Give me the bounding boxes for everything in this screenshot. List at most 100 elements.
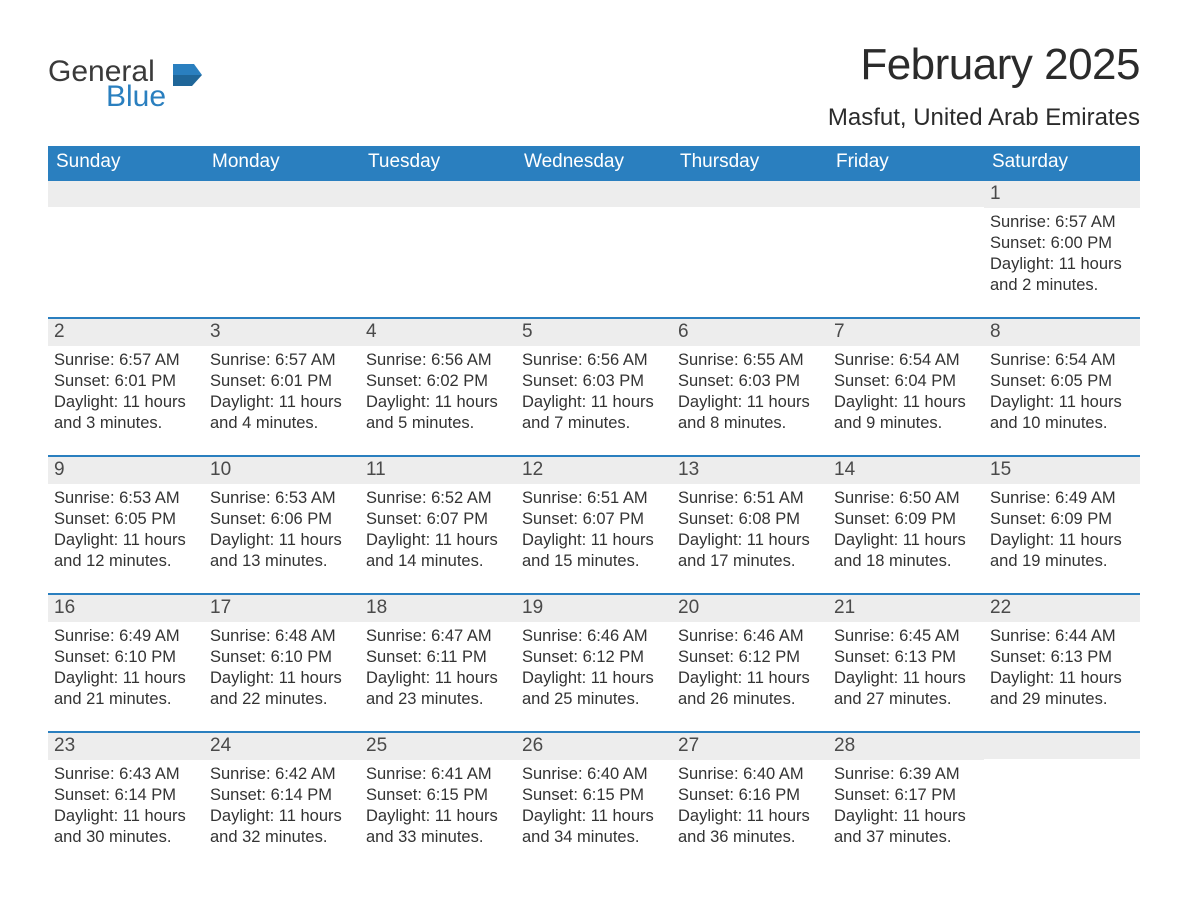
sunrise-line: Sunrise: 6:57 AM — [990, 212, 1134, 233]
day-details: Sunrise: 6:51 AMSunset: 6:07 PMDaylight:… — [516, 484, 672, 574]
day-number: 13 — [672, 457, 828, 484]
daylight-label: Daylight: — [834, 669, 898, 687]
sunset-label: Sunset: — [210, 510, 266, 528]
day-number: 19 — [516, 595, 672, 622]
sunset-value: 6:00 PM — [1051, 234, 1112, 252]
sunset-line: Sunset: 6:13 PM — [834, 647, 978, 668]
daylight-line: Daylight: 11 hours and 18 minutes. — [834, 530, 978, 572]
daylight-line: Daylight: 11 hours and 21 minutes. — [54, 668, 198, 710]
sunrise-label: Sunrise: — [210, 489, 271, 507]
day-details: Sunrise: 6:42 AMSunset: 6:14 PMDaylight:… — [204, 760, 360, 850]
sunrise-value: 6:40 AM — [743, 765, 804, 783]
daylight-line: Daylight: 11 hours and 23 minutes. — [366, 668, 510, 710]
day-details: Sunrise: 6:45 AMSunset: 6:13 PMDaylight:… — [828, 622, 984, 712]
daylight-label: Daylight: — [990, 255, 1054, 273]
day-number: 17 — [204, 595, 360, 622]
daylight-line: Daylight: 11 hours and 8 minutes. — [678, 392, 822, 434]
day-details: Sunrise: 6:57 AMSunset: 6:00 PM Daylight:… — [984, 208, 1140, 298]
sunset-value: 6:15 PM — [583, 786, 644, 804]
daylight-line: Daylight: 11 hours and 25 minutes. — [522, 668, 666, 710]
day-number: 1 — [984, 181, 1140, 208]
sunrise-line: Sunrise: 6:43 AM — [54, 764, 198, 785]
sunrise-line: Sunrise: 6:54 AM — [990, 350, 1134, 371]
sunset-label: Sunset: — [54, 648, 110, 666]
sunset-line: Sunset: 6:01 PM — [210, 371, 354, 392]
sunrise-label: Sunrise: — [366, 351, 427, 369]
sunset-label: Sunset: — [366, 786, 422, 804]
daylight-label: Daylight: — [210, 393, 274, 411]
sunset-line: Sunset: 6:03 PM — [522, 371, 666, 392]
week-row: 2Sunrise: 6:57 AMSunset: 6:01 PMDaylight… — [48, 317, 1140, 443]
day-number: 24 — [204, 733, 360, 760]
calendar-weeks: 1Sunrise: 6:57 AMSunset: 6:00 PMDaylight… — [48, 179, 1140, 857]
sunset-line: Sunset: 6:07 PM — [366, 509, 510, 530]
sunset-label: Sunset: — [54, 372, 110, 390]
daylight-label: Daylight: — [210, 807, 274, 825]
day-details: Sunrise: 6:46 AMSunset: 6:12 PMDaylight:… — [516, 622, 672, 712]
daylight-label: Daylight: — [54, 531, 118, 549]
day-cell: 13Sunrise: 6:51 AMSunset: 6:08 PMDayligh… — [672, 457, 828, 581]
sunset-line: Sunset: 6:17 PM — [834, 785, 978, 806]
sunset-value: 6:05 PM — [1051, 372, 1112, 390]
day-details: Sunrise: 6:44 AMSunset: 6:13 PMDaylight:… — [984, 622, 1140, 712]
sunset-line: Sunset: 6:15 PM — [366, 785, 510, 806]
daylight-line: Daylight: 11 hours and 26 minutes. — [678, 668, 822, 710]
logo-word-blue: Blue — [106, 83, 166, 112]
sunrise-line: Sunrise: 6:40 AM — [522, 764, 666, 785]
day-details: Sunrise: 6:53 AMSunset: 6:06 PMDaylight:… — [204, 484, 360, 574]
sunset-value: 6:13 PM — [895, 648, 956, 666]
sunset-value: 6:09 PM — [895, 510, 956, 528]
sunset-value: 6:01 PM — [115, 372, 176, 390]
sunset-label: Sunset: — [678, 510, 734, 528]
sunset-line: Sunset: 6:03 PM — [678, 371, 822, 392]
sunrise-line: Sunrise: 6:41 AM — [366, 764, 510, 785]
sunrise-value: 6:48 AM — [275, 627, 336, 645]
sunset-line: Sunset: 6:07 PM — [522, 509, 666, 530]
sunset-value: 6:16 PM — [739, 786, 800, 804]
day-cell: 1 Sunrise: 6:57 AMSunset: 6:00 PM Daylight… — [984, 181, 1140, 305]
sunset-value: 6:07 PM — [427, 510, 488, 528]
day-details: Sunrise: 6:41 AMSunset: 6:15 PMDaylight:… — [360, 760, 516, 850]
sunrise-line: Sunrise: 6:56 AM — [366, 350, 510, 371]
sunset-label: Sunset: — [990, 234, 1046, 252]
sunset-label: Sunset: — [522, 786, 578, 804]
sunrise-line: Sunrise: 6:54 AM — [834, 350, 978, 371]
sunset-label: Sunset: — [990, 510, 1046, 528]
title-block: February 2025 Masfut, United Arab Emirat… — [828, 40, 1140, 132]
sunset-line: Sunset: 6:16 PM — [678, 785, 822, 806]
daylight-label: Daylight: — [678, 531, 742, 549]
sunset-label: Sunset: — [210, 372, 266, 390]
day-number: 18 — [360, 595, 516, 622]
day-cell: 17Sunrise: 6:48 AMSunset: 6:10 PMDayligh… — [204, 595, 360, 719]
sunset-line: Sunset: 6:02 PM — [366, 371, 510, 392]
month-title: February 2025 — [828, 40, 1140, 90]
day-number: 6 — [672, 319, 828, 346]
day-number: 14 — [828, 457, 984, 484]
sunrise-value: 6:52 AM — [431, 489, 492, 507]
sunset-label: Sunset: — [54, 510, 110, 528]
sunrise-line: Sunrise: 6:51 AM — [522, 488, 666, 509]
daylight-line: Daylight: 11 hours and 27 minutes. — [834, 668, 978, 710]
day-details: Sunrise: 6:57 AMSunset: 6:01 PMDaylight:… — [204, 346, 360, 436]
day-cell: 19Sunrise: 6:46 AMSunset: 6:12 PMDayligh… — [516, 595, 672, 719]
daylight-line: Daylight: 11 hours and 19 minutes. — [990, 530, 1134, 572]
sunset-value: 6:14 PM — [271, 786, 332, 804]
sunset-label: Sunset: — [54, 786, 110, 804]
sunrise-label: Sunrise: — [210, 765, 271, 783]
day-number — [828, 181, 984, 207]
sunset-value: 6:11 PM — [427, 648, 487, 666]
day-details: Sunrise: 6:47 AMSunset: 6:11 PMDaylight:… — [360, 622, 516, 712]
daylight-label: Daylight: — [834, 531, 898, 549]
sunset-line: Sunset: 6:08 PM — [678, 509, 822, 530]
day-details: Sunrise: 6:57 AMSunset: 6:01 PMDaylight:… — [48, 346, 204, 436]
day-number: 3 — [204, 319, 360, 346]
daylight-label: Daylight: — [678, 669, 742, 687]
sunrise-label: Sunrise: — [990, 213, 1051, 231]
daylight-label: Daylight: — [522, 807, 586, 825]
sunset-line: Sunset: 6:05 PM — [54, 509, 198, 530]
sunrise-line: Sunrise: 6:40 AM — [678, 764, 822, 785]
day-number: 7 — [828, 319, 984, 346]
daylight-line: Daylight: 11 hours and 37 minutes. — [834, 806, 978, 848]
sunrise-value: 6:56 AM — [431, 351, 492, 369]
sunrise-label: Sunrise: — [522, 765, 583, 783]
